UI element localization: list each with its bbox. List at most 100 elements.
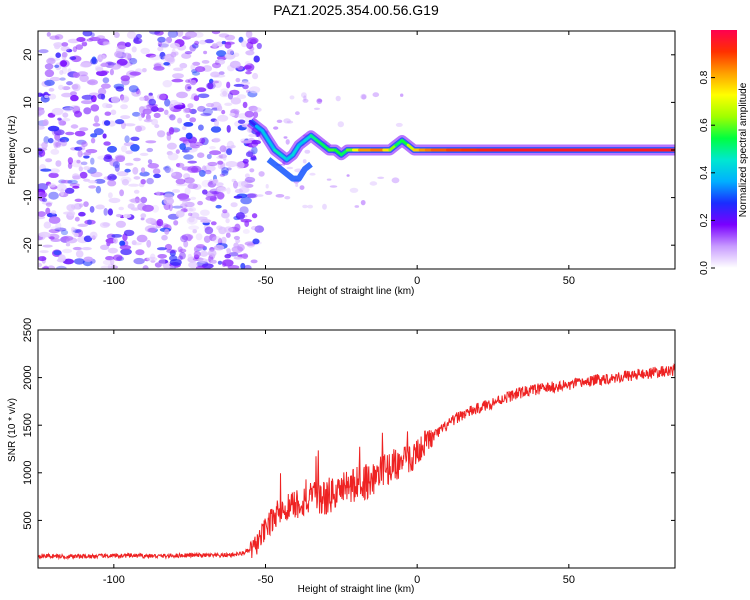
- noise-blob: [251, 146, 258, 155]
- noise-blob: [190, 165, 202, 173]
- noise-blob: [124, 162, 134, 166]
- noise-blob: [79, 74, 89, 83]
- noise-blob: [48, 93, 57, 100]
- y-tick-label: 0: [22, 147, 34, 153]
- colorbar-tick-label: 0.0: [699, 261, 710, 275]
- noise-blob: [185, 31, 198, 38]
- noise-blob: [228, 252, 239, 257]
- noise-blob: [209, 150, 222, 156]
- noise-blob: [64, 187, 75, 194]
- noise-blob: [59, 70, 64, 75]
- noise-blob: [189, 142, 196, 148]
- noise-blob: [151, 118, 159, 126]
- noise-blob: [283, 118, 291, 124]
- noise-blob: [83, 235, 93, 243]
- noise-blob: [107, 145, 117, 153]
- noise-blob: [160, 40, 170, 49]
- noise-blob: [129, 57, 138, 65]
- noise-blob: [233, 195, 243, 199]
- noise-blob: [167, 114, 174, 118]
- noise-blob: [192, 61, 201, 66]
- noise-blob: [188, 212, 193, 217]
- noise-blob: [185, 113, 191, 119]
- noise-blob: [217, 160, 224, 165]
- noise-blob: [93, 128, 104, 136]
- noise-blob: [395, 122, 403, 127]
- noise-blob: [283, 136, 288, 139]
- noise-blob: [215, 182, 224, 187]
- noise-blob: [211, 43, 218, 48]
- noise-blob: [252, 238, 260, 245]
- noise-blob: [83, 166, 91, 171]
- noise-blob: [246, 41, 254, 50]
- spectrogram-y-ticks: 20 10 0 -10 -20: [22, 49, 675, 253]
- noise-blob: [70, 94, 79, 102]
- noise-blob: [164, 228, 170, 235]
- noise-blob: [166, 142, 177, 150]
- noise-blob: [103, 120, 111, 126]
- noise-blob: [204, 226, 214, 235]
- noise-blob: [115, 45, 127, 50]
- noise-blob: [166, 133, 172, 141]
- snr-frame: [37, 329, 676, 569]
- noise-blob: [84, 219, 96, 225]
- noise-blob: [216, 105, 223, 112]
- noise-blob: [163, 197, 175, 206]
- noise-blob: [302, 159, 307, 164]
- noise-blob: [119, 189, 124, 197]
- noise-blob: [107, 247, 118, 254]
- noise-blob: [204, 39, 214, 44]
- noise-blob: [130, 197, 143, 204]
- noise-blob: [203, 50, 208, 55]
- noise-blob: [87, 180, 98, 184]
- noise-blob: [162, 80, 173, 88]
- noise-blob: [124, 135, 130, 143]
- noise-blob: [67, 157, 73, 165]
- noise-blob: [171, 171, 183, 180]
- noise-blob: [329, 185, 338, 188]
- noise-blob: [61, 235, 74, 241]
- noise-blob: [61, 86, 71, 91]
- noise-blob: [74, 216, 80, 222]
- noise-blob: [57, 117, 62, 121]
- noise-blob: [202, 189, 208, 195]
- noise-blob: [240, 180, 249, 188]
- noise-blob: [181, 233, 194, 241]
- y-tick-label: 10: [22, 96, 34, 108]
- noise-blob: [286, 166, 294, 170]
- noise-blob: [226, 148, 233, 156]
- noise-blob: [176, 31, 184, 37]
- noise-blob: [97, 87, 107, 96]
- noise-blob: [207, 82, 214, 90]
- noise-blob: [299, 185, 305, 191]
- noise-blob: [43, 265, 49, 269]
- colorbar-tick-label: 0.6: [699, 118, 710, 132]
- noise-blob: [224, 34, 236, 41]
- noise-blob: [199, 137, 206, 144]
- noise-blob: [60, 229, 69, 236]
- noise-blob: [121, 145, 127, 153]
- noise-blob: [41, 266, 50, 269]
- noise-blob: [179, 197, 191, 202]
- noise-blob: [246, 242, 255, 248]
- noise-blob: [153, 66, 165, 71]
- noise-blob: [209, 146, 216, 150]
- noise-blob: [250, 139, 261, 145]
- noise-blob: [295, 111, 300, 116]
- noise-blob: [251, 213, 258, 219]
- noise-blob: [61, 118, 71, 122]
- noise-blob: [221, 109, 226, 115]
- noise-blob: [289, 95, 295, 100]
- noise-blob: [107, 173, 117, 181]
- noise-blob: [236, 94, 247, 100]
- y-tick-label: 500: [22, 511, 34, 529]
- noise-blob: [245, 31, 253, 39]
- noise-blob: [60, 179, 73, 184]
- noise-blob: [171, 78, 184, 83]
- noise-blob: [190, 79, 197, 86]
- noise-blob: [39, 250, 49, 254]
- noise-blob: [179, 62, 188, 69]
- noise-blob: [189, 207, 196, 212]
- noise-blob: [156, 247, 167, 251]
